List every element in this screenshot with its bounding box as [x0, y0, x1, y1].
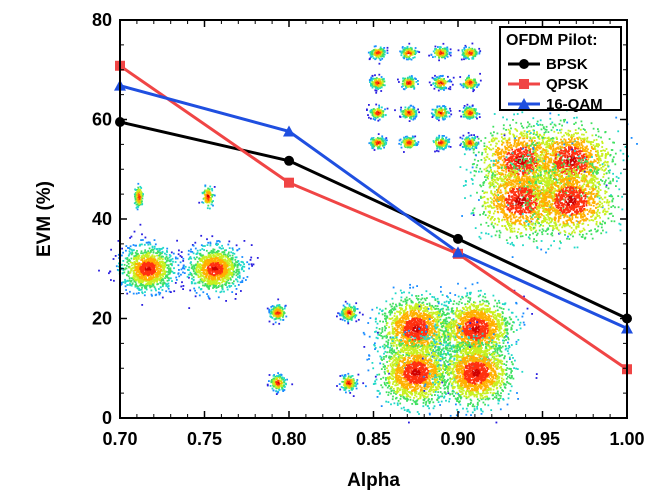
x-tick-label: 0.95 — [525, 429, 560, 449]
legend-label: 16-QAM — [546, 96, 603, 113]
data-point-16-qam — [452, 246, 464, 258]
constellation-4x2-grid — [366, 42, 482, 153]
axis-ticks — [119, 19, 628, 419]
legend-item-bpsk: BPSK — [508, 56, 588, 73]
series-lines — [119, 64, 628, 371]
y-tick-label: 80 — [92, 10, 112, 30]
legend-marker — [519, 59, 529, 69]
series-line-16-qam — [119, 84, 628, 330]
x-tick-label: 0.75 — [187, 429, 222, 449]
legend-marker — [519, 79, 529, 89]
data-point-qpsk — [284, 177, 294, 188]
legend-label: QPSK — [546, 76, 589, 93]
data-point-bpsk — [284, 155, 294, 166]
y-axis-title: EVM (%) — [34, 181, 55, 257]
legend-title: OFDM Pilot: — [506, 32, 598, 49]
y-tick-label: 20 — [92, 309, 112, 329]
data-point-16-qam — [283, 125, 295, 137]
y-tick-label: 40 — [92, 209, 112, 229]
constellation-2x2-scattered — [266, 298, 365, 397]
x-tick-label: 0.80 — [271, 429, 306, 449]
axis-tick-labels: 0.70 0.75 0.80 0.85 0.90 0.95 1.00 0 20 40 60 80 — [92, 10, 645, 449]
series-line-bpsk — [119, 120, 628, 320]
x-tick-label: 0.85 — [356, 429, 391, 449]
series-line-qpsk — [119, 64, 628, 371]
y-tick-label: 60 — [92, 110, 112, 130]
data-point-bpsk — [453, 233, 463, 244]
x-tick-label: 0.90 — [440, 429, 475, 449]
legend-item-16-qam: 16-QAM — [508, 96, 603, 113]
y-tick-label: 0 — [102, 408, 112, 428]
constellation-4x4-clean — [361, 281, 538, 424]
constellation-2x2-noisy — [98, 182, 259, 309]
x-tick-label: 1.00 — [609, 429, 644, 449]
x-axis-title: Alpha — [347, 470, 400, 491]
legend-marker — [518, 98, 530, 109]
legend-label: BPSK — [546, 56, 588, 73]
legend-item-qpsk: QPSK — [508, 76, 589, 93]
constellation-dense-cloud — [459, 108, 638, 258]
legend: OFDM Pilot: BPSK QPSK 16-QAM — [499, 26, 622, 113]
legend-box — [499, 26, 622, 111]
x-tick-label: 0.70 — [102, 429, 137, 449]
